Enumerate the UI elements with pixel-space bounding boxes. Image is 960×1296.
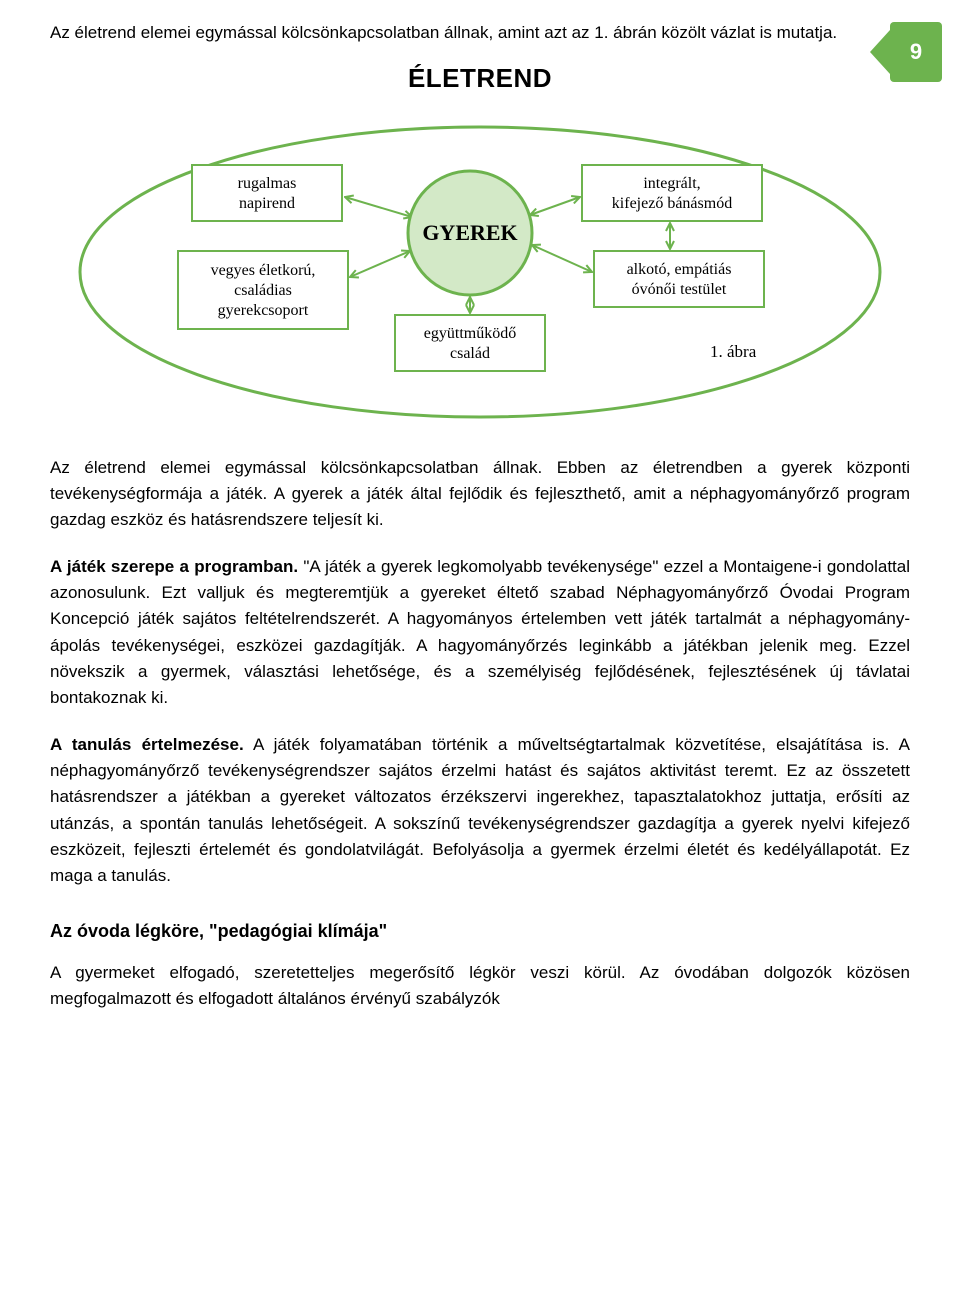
p2-lead: A játék szerepe a programban.: [50, 557, 298, 576]
svg-text:óvónői testület: óvónői testület: [632, 281, 727, 298]
svg-text:GYEREK: GYEREK: [422, 220, 517, 245]
eletrend-diagram: GYEREK rugalmas napirend vegyes életkorú, cs…: [70, 117, 890, 427]
paragraph-1: Az életrend elemei egymással kölcsönkapc…: [50, 455, 910, 534]
p3-lead: A tanulás értelmezése.: [50, 735, 244, 754]
svg-text:családias: családias: [234, 282, 292, 299]
diagram-title: ÉLETREND: [50, 58, 910, 98]
p3-rest: A játék folyamatában történik a műveltsé…: [50, 735, 910, 886]
svg-text:alkotó, empátiás: alkotó, empátiás: [627, 261, 732, 278]
diagram-container: GYEREK rugalmas napirend vegyes életkorú, cs…: [50, 117, 910, 427]
svg-text:integrált,: integrált,: [643, 175, 700, 192]
svg-text:1. ábra: 1. ábra: [710, 342, 757, 361]
final-paragraph: A gyermeket elfogadó, szeretetteljes meg…: [50, 960, 910, 1013]
svg-text:kifejező bánásmód: kifejező bánásmód: [612, 195, 732, 212]
svg-text:család: család: [450, 345, 490, 362]
intro-paragraph: Az életrend elemei egymással kölcsönkapc…: [50, 20, 910, 46]
body-text: Az életrend elemei egymással kölcsönkapc…: [50, 455, 910, 890]
paragraph-2: A játék szerepe a programban. "A játék a…: [50, 554, 910, 712]
svg-text:rugalmas: rugalmas: [238, 175, 297, 192]
page-number-badge: 9: [890, 22, 942, 82]
svg-text:vegyes életkorú,: vegyes életkorú,: [211, 262, 316, 279]
final-body: A gyermeket elfogadó, szeretetteljes meg…: [50, 960, 910, 1013]
section-heading: Az óvoda légköre, "pedagógiai klímája": [50, 918, 910, 946]
p2-rest: "A játék a gyerek legkomolyabb tevékenys…: [50, 557, 910, 708]
svg-text:napirend: napirend: [239, 195, 295, 212]
svg-text:együttműködő: együttműködő: [424, 325, 516, 342]
svg-text:gyerekcsoport: gyerekcsoport: [218, 302, 309, 319]
paragraph-3: A tanulás értelmezése. A játék folyamatá…: [50, 732, 910, 890]
page-number: 9: [910, 35, 922, 69]
